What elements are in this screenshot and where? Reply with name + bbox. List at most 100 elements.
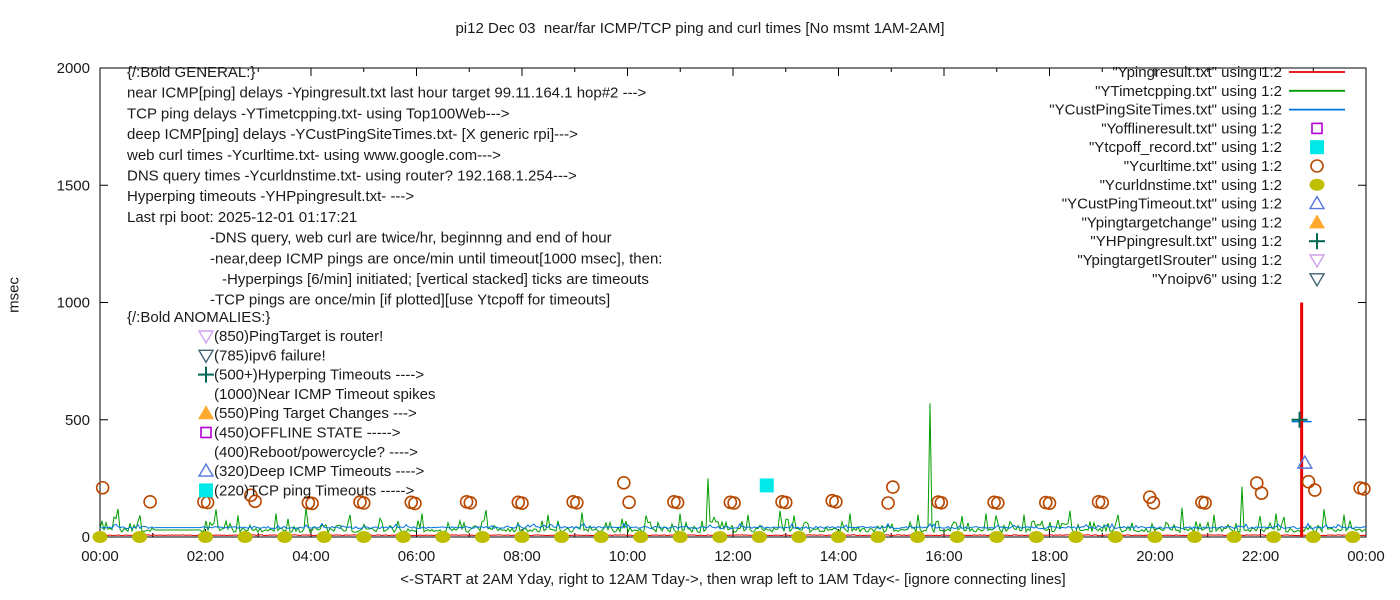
circle-open-icon: [1254, 486, 1269, 500]
circle-open-icon: [991, 496, 1005, 510]
legend-label: "YCustPingTimeout.txt" using 1:2: [1062, 196, 1282, 213]
anomalies-heading: {/:Bold ANOMALIES:}: [127, 309, 270, 326]
x-axis-label: <-START at 2AM Yday, right to 12AM Tday-…: [400, 571, 1066, 588]
circle-open-icon: [881, 496, 895, 510]
circle-filled-icon: [474, 531, 490, 543]
circle-open-icon: [1095, 495, 1110, 510]
legend-label: "YCustPingSiteTimes.txt" using 1:2: [1049, 102, 1282, 119]
triangle-up-open-icon: [1296, 454, 1314, 469]
circle-filled-icon: [791, 531, 807, 543]
circle-filled-icon: [672, 531, 688, 543]
legend-label: "Ycurltime.txt" using 1:2: [1124, 158, 1282, 175]
circle-open-icon: [670, 495, 685, 510]
x-tick-label: 18:00: [1031, 548, 1069, 565]
legend-entry-11: "Ynoipv6" using 1:2: [1152, 271, 1326, 288]
circle-filled-icon: [1107, 531, 1123, 543]
legend-entry-10: "YpingtargetISrouter" using 1:2: [1077, 252, 1326, 269]
circle-filled-icon: [1345, 531, 1361, 543]
square-filled-icon: [199, 483, 213, 498]
anomaly-item-3: (1000)Near ICMP Timeout spikes: [214, 386, 435, 403]
x-tick-label: 06:00: [398, 548, 436, 565]
circle-filled-icon: [831, 531, 846, 543]
circle-filled-icon: [316, 531, 332, 543]
legend-entry-8: "Ypingtargetchange" using 1:2: [1081, 214, 1325, 231]
circle-filled-icon: [949, 531, 965, 543]
circle-filled-icon: [514, 531, 530, 543]
legend-label: "Ypingtargetchange" using 1:2: [1081, 214, 1282, 231]
circle-open-icon: [1357, 482, 1371, 496]
legend-entry-6: "Ycurldnstime.txt" using 1:2: [1100, 177, 1325, 194]
y-tick-label: 0: [82, 529, 90, 546]
circle-filled-icon: [633, 531, 649, 543]
general-line-10: -TCP pings are once/min [if plotted][use…: [210, 292, 610, 309]
triangle-up-open-icon: [197, 462, 215, 477]
circle-filled-icon: [1147, 531, 1163, 543]
legend-label: "Ynoipv6" using 1:2: [1152, 271, 1282, 288]
circle-open-icon: [1301, 474, 1316, 489]
x-tick-label: 14:00: [820, 548, 858, 565]
plus-icon: [198, 366, 214, 383]
chart-title: pi12 Dec 03 near/far ICMP/TCP ping and c…: [455, 20, 945, 37]
circle-filled-icon: [92, 531, 108, 543]
series-ytimetcpping-line: [99, 403, 1367, 534]
anomaly-item-8: (220)TCP ping Timeouts ----->: [214, 482, 414, 499]
y-tick-label: 1500: [57, 177, 90, 194]
circle-open-icon: [934, 495, 949, 510]
series-ycustpingsitetimes-line: [99, 522, 1367, 530]
triangle-up-open-icon: [1308, 195, 1326, 210]
square-filled-icon: [759, 478, 774, 493]
general-line-6: Last rpi boot: 2025-12-01 01:17:21: [127, 209, 357, 226]
x-tick-label: 10:00: [609, 548, 647, 565]
points-ycurltimetxt: [95, 474, 1371, 511]
circle-open-icon: [1146, 495, 1161, 510]
legend-label: "Yofflineresult.txt" using 1:2: [1101, 120, 1282, 137]
circle-filled-icon: [132, 531, 148, 543]
circle-open-icon: [95, 480, 110, 495]
y-tick-label: 1000: [57, 295, 90, 312]
general-line-1: TCP ping delays -YTimetcpping.txt- using…: [127, 105, 510, 122]
anomaly-item-2: (500+)Hyperping Timeouts ---->: [214, 367, 424, 384]
square-filled-icon: [1310, 140, 1324, 155]
circle-filled-icon: [910, 531, 926, 543]
circle-open-icon: [1042, 496, 1057, 511]
circle-open-icon: [778, 495, 793, 510]
plus-icon: [1309, 233, 1325, 250]
circle-filled-icon: [989, 531, 1005, 543]
legend-label: "YHPpingresult.txt" using 1:2: [1090, 233, 1282, 250]
circle-filled-icon: [1309, 178, 1325, 191]
anomaly-item-5: (450)OFFLINE STATE ----->: [214, 425, 401, 442]
anomaly-item-7: (320)Deep ICMP Timeouts ---->: [214, 463, 424, 480]
circle-open-icon: [1308, 483, 1322, 497]
circle-filled-icon: [277, 531, 293, 543]
circle-filled-icon: [1266, 531, 1282, 543]
x-tick-label: 02:00: [187, 548, 225, 565]
circle-open-icon: [463, 495, 478, 510]
points-ytcpoffrecordtxt: [759, 478, 774, 493]
circle-filled-icon: [554, 531, 570, 543]
circle-filled-icon: [198, 531, 213, 543]
points-ycurldnstimetxt: [92, 531, 1361, 543]
circle-open-icon: [570, 495, 584, 510]
circle-open-icon: [1198, 496, 1212, 510]
circle-open-icon: [356, 496, 371, 510]
circle-open-icon: [1310, 159, 1324, 173]
square-open-icon: [200, 426, 212, 439]
circle-filled-icon: [1187, 531, 1203, 543]
legend-entry-4: "Ytcpoff_record.txt" using 1:2: [1089, 139, 1324, 156]
anomaly-item-6: (400)Reboot/powercycle? ---->: [214, 444, 418, 461]
circle-open-icon: [305, 496, 319, 511]
plus-icon: [1291, 411, 1308, 428]
circle-open-icon: [408, 496, 422, 511]
points-yhppingresulttxt: [1291, 411, 1308, 428]
general-annotations: {/:Bold GENERAL:} near ICMP[ping] delays …: [126, 64, 662, 309]
data-points: [92, 411, 1371, 543]
y-tick-label: 500: [65, 412, 90, 429]
general-line-8: -near,deep ICMP pings are once/min until…: [210, 250, 662, 267]
triangle-down-open-icon: [1308, 273, 1326, 288]
circle-filled-icon: [593, 531, 609, 543]
circle-filled-icon: [356, 531, 372, 543]
triangle-up-filled-icon: [1309, 214, 1325, 229]
x-tick-label: 12:00: [714, 548, 752, 565]
x-tick-label: 00:00: [81, 548, 119, 565]
